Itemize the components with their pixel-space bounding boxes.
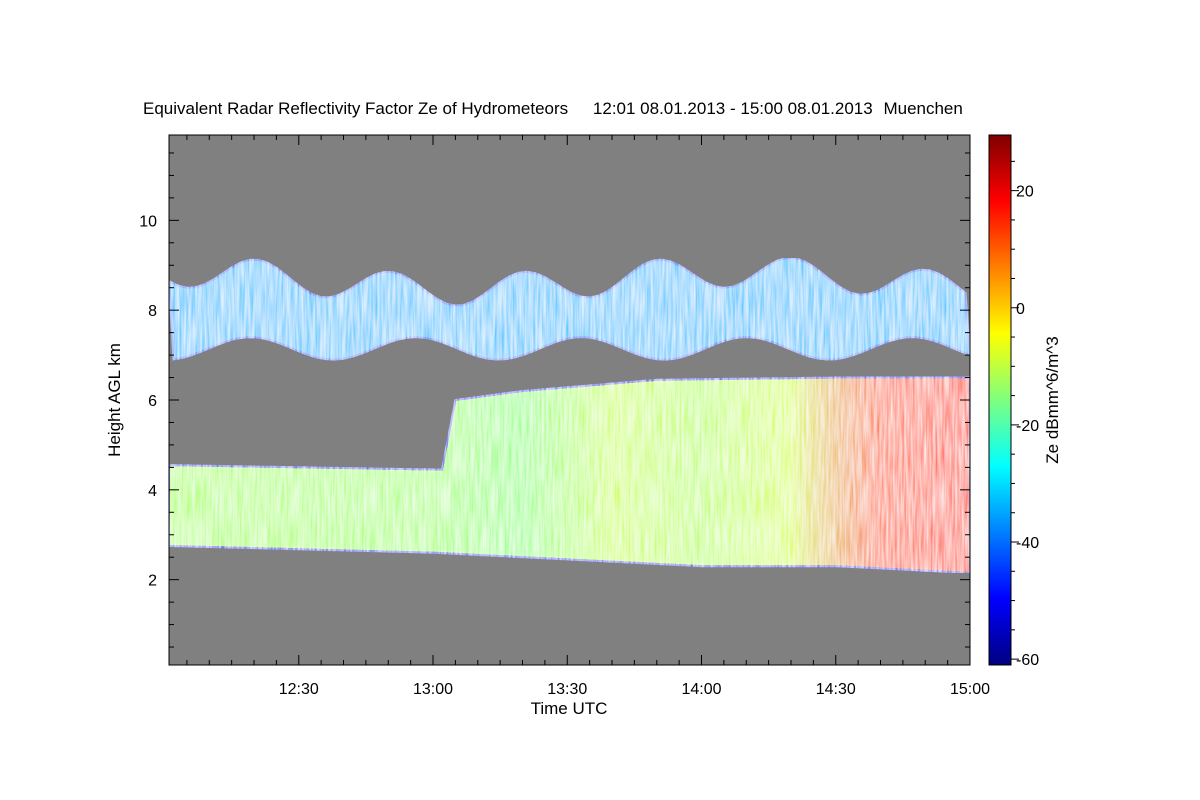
x-tick-label: 12:30 xyxy=(279,681,319,698)
colorbar-tick-label: -60 xyxy=(1016,652,1039,669)
reflectivity-layers xyxy=(169,256,970,574)
x-tick-label: 13:30 xyxy=(547,681,587,698)
y-tick-label: 4 xyxy=(148,483,157,500)
colorbar-tick-label: -20 xyxy=(1016,418,1039,435)
colorbar: 20 0 -20 -40 -60 Ze dBmm^6/m^3 xyxy=(988,134,1062,669)
y-tick-label: 6 xyxy=(148,393,157,410)
y-axis: 2 4 6 8 10 xyxy=(139,152,970,648)
x-axis: 12:30 13:00 13:30 14:00 14:30 15:00 xyxy=(186,135,990,698)
colorbar-scale xyxy=(988,134,1012,666)
plot-area xyxy=(169,135,970,665)
chart-title-main: Equivalent Radar Reflectivity Factor Ze … xyxy=(143,99,568,118)
y-tick-label: 8 xyxy=(148,303,157,320)
chart-location: Muenchen xyxy=(883,99,962,118)
colorbar-ticks: 20 0 -20 -40 -60 xyxy=(1011,160,1039,669)
chart-title: Equivalent Radar Reflectivity Factor Ze … xyxy=(143,99,963,118)
chart-time-range: 12:01 08.01.2013 - 15:00 08.01.2013 xyxy=(593,99,873,118)
y-tick-label: 2 xyxy=(148,573,157,590)
y-tick-label: 10 xyxy=(139,213,157,230)
colorbar-tick-label: 0 xyxy=(1016,301,1025,318)
lower-precipitation-layer xyxy=(169,376,970,574)
upper-cirrus-layer xyxy=(169,256,970,361)
x-axis-label: Time UTC xyxy=(531,699,608,718)
x-tick-label: 15:00 xyxy=(950,681,990,698)
colorbar-tick-label: -40 xyxy=(1016,535,1039,552)
x-tick-label: 14:00 xyxy=(681,681,721,698)
colorbar-tick-label: 20 xyxy=(1016,184,1034,201)
x-tick-label: 13:00 xyxy=(413,681,453,698)
x-tick-label: 14:30 xyxy=(816,681,856,698)
y-axis-label: Height AGL km xyxy=(105,343,124,457)
colorbar-label: Ze dBmm^6/m^3 xyxy=(1043,336,1062,463)
